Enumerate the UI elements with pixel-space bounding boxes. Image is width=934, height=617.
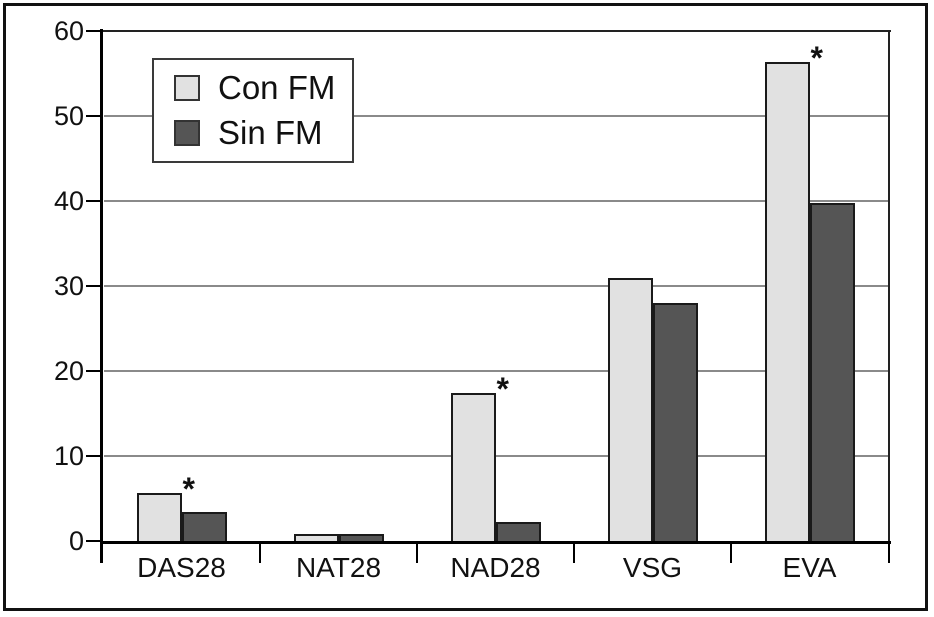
x-axis-separator-tick	[730, 543, 732, 563]
gridline-y20	[104, 370, 888, 372]
y-axis-tick-label: 60	[53, 16, 84, 46]
figure-frame	[3, 3, 928, 611]
y-axis-tick	[86, 285, 101, 287]
y-axis-tick-label: 10	[53, 441, 84, 471]
x-axis-category-label: NAT28	[295, 552, 382, 583]
y-axis-tick	[86, 200, 101, 202]
x-axis-category-label: NAD28	[450, 552, 541, 583]
legend-swatch-con-fm-icon	[174, 75, 200, 101]
y-axis-tick-label: 50	[53, 101, 84, 131]
bar-sin-fm-nad28	[495, 522, 541, 543]
significance-asterisk: *	[496, 371, 509, 408]
gridline-y50	[104, 115, 888, 117]
y-axis-tick	[86, 370, 101, 372]
gridline-y30	[104, 285, 888, 287]
legend-label-con-fm: Con FM	[218, 69, 336, 106]
plot-box-right-border	[888, 31, 890, 543]
bar-con-fm-nad28	[450, 393, 496, 543]
legend-swatch-sin-fm-icon	[174, 120, 200, 146]
x-axis-separator-tick	[573, 543, 575, 563]
x-axis-category-label: VSG	[622, 552, 683, 583]
x-axis-baseline	[100, 541, 891, 544]
legend-label-sin-fm: Sin FM	[218, 114, 323, 151]
x-axis-separator-tick	[416, 543, 418, 563]
bar-sin-fm-eva	[809, 202, 855, 543]
bar-sin-fm-das28	[181, 512, 227, 543]
x-axis-separator-tick	[888, 543, 890, 563]
plot-box-top-border	[103, 30, 891, 32]
y-axis-tick-label: 20	[53, 356, 84, 386]
y-axis-tick	[86, 115, 101, 117]
x-axis-separator-tick	[259, 543, 261, 563]
y-axis-tick	[86, 455, 101, 457]
bar-con-fm-vsg	[607, 277, 653, 543]
bar-con-fm-eva	[764, 61, 810, 543]
y-axis-line	[100, 29, 103, 563]
legend-item-sin-fm: Sin FM	[174, 115, 352, 151]
bar-sin-fm-vsg	[652, 303, 698, 543]
significance-asterisk: *	[182, 470, 195, 507]
y-axis-tick	[86, 30, 101, 32]
gridline-y10	[104, 455, 888, 457]
legend: Con FM Sin FM	[152, 58, 354, 163]
y-axis-tick-label: 40	[53, 186, 84, 216]
y-axis-tick-label: 0	[68, 526, 84, 556]
x-axis-category-label: DAS28	[137, 552, 226, 583]
legend-item-con-fm: Con FM	[174, 70, 352, 106]
bar-con-fm-das28	[136, 492, 182, 543]
gridline-y40	[104, 200, 888, 202]
y-axis-tick	[86, 540, 101, 542]
x-axis-category-label: EVA	[782, 552, 837, 583]
y-axis-tick-label: 30	[53, 271, 84, 301]
significance-asterisk: *	[810, 39, 823, 76]
